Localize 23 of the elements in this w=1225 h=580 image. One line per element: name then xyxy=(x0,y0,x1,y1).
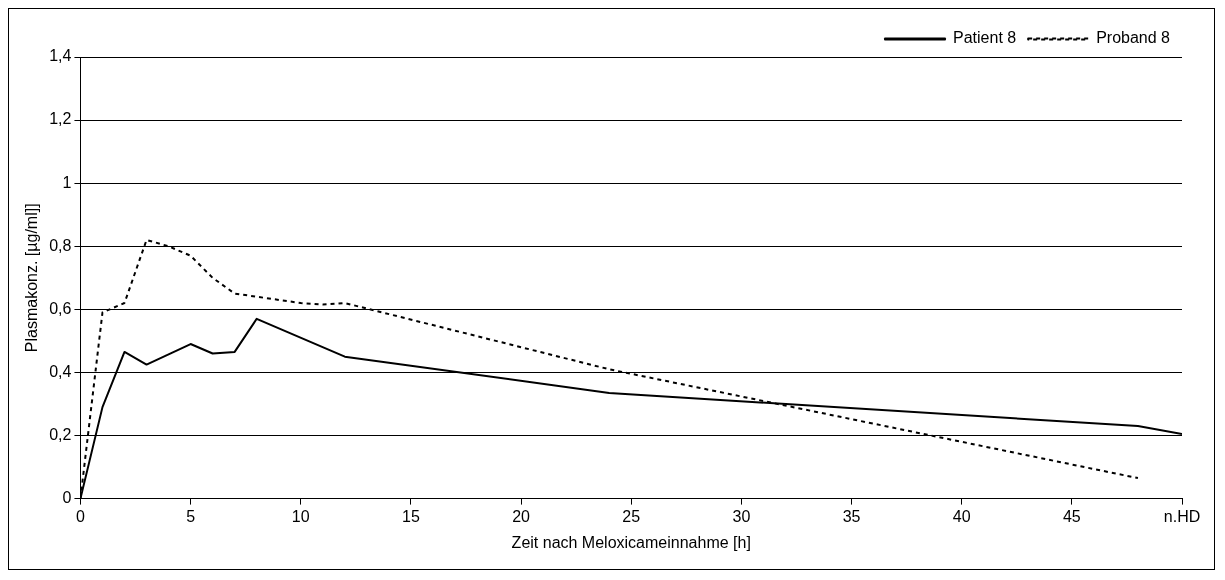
y-tick-label: 0 xyxy=(62,489,72,507)
legend-label: Patient 8 xyxy=(953,29,1017,47)
x-tick-label: n.HD xyxy=(1163,507,1201,525)
x-tick-label: 15 xyxy=(402,507,420,525)
y-tick-label: 0,2 xyxy=(49,425,72,443)
x-tick-label: 25 xyxy=(622,507,641,525)
y-tick-label: 0,6 xyxy=(49,299,72,317)
x-tick-label: 10 xyxy=(291,507,310,525)
x-tick-label: 35 xyxy=(842,507,861,525)
x-axis-title: Zeit nach Meloxicameinnahme [h] xyxy=(511,533,751,551)
x-tick-label: 45 xyxy=(1062,507,1081,525)
y-tick-label: 1 xyxy=(62,173,72,191)
y-tick-label: 1,2 xyxy=(49,110,72,128)
y-tick-label: 0,8 xyxy=(49,236,72,254)
legend-label: Proband 8 xyxy=(1096,29,1171,47)
x-tick-label: 20 xyxy=(512,507,531,525)
x-tick-label: 0 xyxy=(75,507,85,525)
x-tick-label: 40 xyxy=(952,507,971,525)
y-tick-label: 1,4 xyxy=(49,47,72,65)
x-tick-label: 30 xyxy=(732,507,751,525)
y-tick-label: 0,4 xyxy=(49,362,72,380)
y-axis-title: Plasmakonz. [µg/ml]] xyxy=(23,203,41,353)
x-tick-label: 5 xyxy=(186,507,196,525)
